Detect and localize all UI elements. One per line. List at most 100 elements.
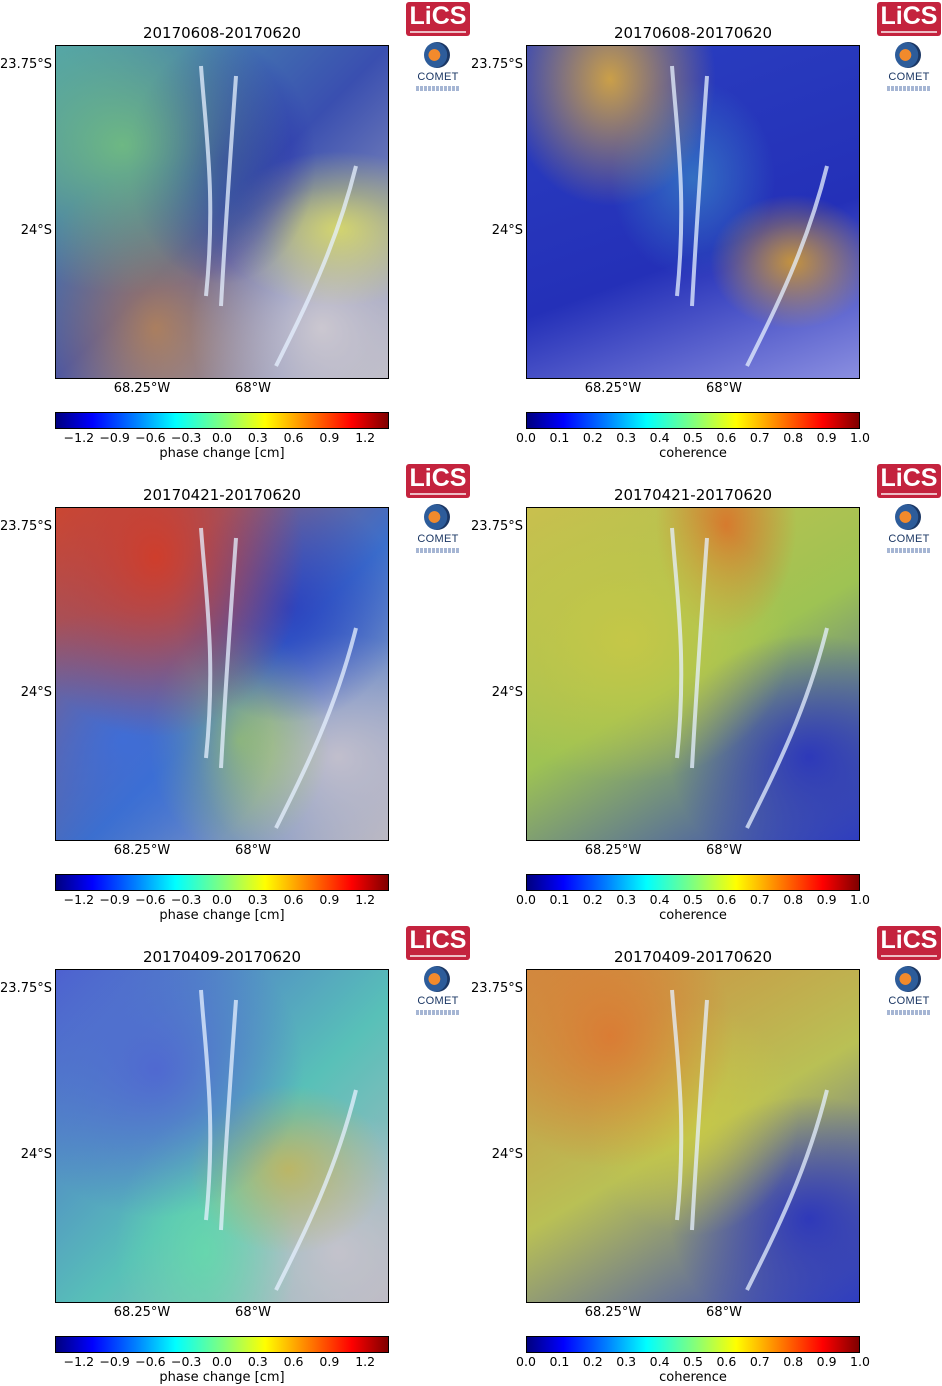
- lon-tick-label: 68.25°W: [113, 843, 171, 858]
- ridge-line: [690, 75, 709, 307]
- colorbar-tick-label: 0.7: [749, 892, 770, 907]
- comet-logo-subline: [887, 548, 931, 553]
- panel-title: 20170421-20170620: [613, 486, 773, 504]
- colorbar-tick-label: 0.0: [516, 430, 536, 445]
- phase-colorbar: [55, 1336, 389, 1353]
- colorbar-tick-label: 0.5: [683, 892, 703, 907]
- lon-tick-label: 68°W: [706, 1305, 742, 1320]
- lat-tick-label: 24°S: [20, 1147, 52, 1162]
- lon-tick-label: 68.25°W: [584, 1305, 642, 1320]
- colorbar-tick-label: 0.6: [716, 430, 737, 445]
- colorbar-label: phase change [cm]: [159, 446, 285, 461]
- lon-tick-label: 68.25°W: [584, 381, 642, 396]
- colorbar-tick-label: 0.3: [247, 430, 268, 445]
- comet-logo-subline: [416, 1010, 460, 1015]
- colorbar-tick-label: 0.9: [319, 1354, 340, 1369]
- colorbar-label: coherence: [659, 1370, 727, 1385]
- colorbar-tick-label: 1.0: [850, 430, 870, 445]
- comet-logo: COMET: [881, 966, 937, 1018]
- lat-tick-label: 23.75°S: [0, 519, 52, 534]
- colorbar-tick-label: 0.5: [683, 1354, 703, 1369]
- map-image: [56, 46, 388, 378]
- comet-logo-text: COMET: [888, 995, 930, 1007]
- comet-logo-subline: [887, 86, 931, 91]
- comet-logo-subline: [416, 548, 460, 553]
- ridge-line: [745, 627, 829, 829]
- comet-emblem-icon: [424, 42, 450, 68]
- colorbar-tick-label: 0.3: [616, 892, 637, 907]
- lics-logo-text: LiCS: [880, 464, 938, 492]
- phase-map: [55, 969, 389, 1303]
- comet-logo-text: COMET: [888, 533, 930, 545]
- colorbar-ticks: 0.0 0.1 0.2 0.3 0.4 0.5 0.6 0.7 0.8 0.9 1.0: [516, 430, 870, 446]
- ridge-line: [670, 527, 684, 759]
- colorbar-label: coherence: [659, 908, 727, 923]
- colorbar-tick-label: 0.9: [816, 1354, 837, 1369]
- colorbar-tick-label: 0.8: [783, 430, 804, 445]
- coherence-colorbar: [526, 1336, 860, 1353]
- phase-colorbar: [55, 412, 389, 429]
- phase-map: [55, 45, 389, 379]
- colorbar-tick-label: 0.6: [283, 1354, 304, 1369]
- comet-logo: COMET: [881, 42, 937, 94]
- coherence-map: [526, 45, 860, 379]
- colorbar-ticks: 0.0 0.1 0.2 0.3 0.4 0.5 0.6 0.7 0.8 0.9 1.0: [516, 892, 870, 908]
- lat-tick-label: 23.75°S: [0, 57, 52, 72]
- lics-logo-subline: [410, 31, 466, 33]
- colorbar-tick-label: 0.3: [247, 892, 268, 907]
- colorbar-tick-label: 1.0: [850, 1354, 870, 1369]
- colorbar-tick-label: −0.9: [99, 1354, 130, 1369]
- ridge-line: [199, 527, 213, 759]
- ridge-line: [690, 537, 709, 769]
- lon-tick-label: 68°W: [235, 843, 271, 858]
- colorbar-tick-label: 0.8: [783, 1354, 804, 1369]
- coherence-colorbar: [526, 412, 860, 429]
- colorbar-tick-label: −1.2: [63, 430, 95, 445]
- map-image: [56, 508, 388, 840]
- colorbar-ticks: 0.0 0.1 0.2 0.3 0.4 0.5 0.6 0.7 0.8 0.9 1.0: [516, 1354, 870, 1370]
- colorbar-tick-label: 0.3: [247, 1354, 268, 1369]
- lics-logo-subline: [881, 493, 937, 495]
- comet-logo: COMET: [410, 504, 466, 556]
- lics-logo: LiCS: [406, 2, 470, 36]
- colorbar-tick-label: 0.3: [616, 1354, 637, 1369]
- lat-tick-label: 23.75°S: [471, 57, 523, 72]
- lon-tick-label: 68°W: [235, 381, 271, 396]
- lon-tick-label: 68°W: [235, 1305, 271, 1320]
- colorbar-tick-label: 0.6: [716, 892, 737, 907]
- lat-tick-label: 23.75°S: [471, 981, 523, 996]
- colorbar-tick-label: 0.6: [283, 892, 304, 907]
- colorbar-tick-label: −0.3: [171, 1354, 202, 1369]
- coherence-panel-3: 20170409-20170620 23.75°S 24°S 68.25°W 68°W 0…: [471, 924, 942, 1386]
- lics-logo-subline: [410, 493, 466, 495]
- lics-logo: LiCS: [877, 2, 941, 36]
- colorbar-tick-label: −1.2: [63, 892, 95, 907]
- comet-logo: COMET: [410, 42, 466, 94]
- colorbar-ticks: −1.2 −0.9 −0.6 −0.3 0.0 0.3 0.6 0.9 1.2: [55, 892, 389, 908]
- phase-panel-3: 20170409-20170620 23.75°S 24°S 68.25°W 68°W −…: [0, 924, 471, 1386]
- phase-map: [55, 507, 389, 841]
- colorbar-tick-label: 0.0: [516, 1354, 536, 1369]
- lon-tick-label: 68.25°W: [113, 1305, 171, 1320]
- colorbar-tick-label: 0.4: [649, 430, 670, 445]
- comet-logo-text: COMET: [417, 533, 459, 545]
- colorbar-tick-label: 0.3: [616, 430, 637, 445]
- lon-tick-label: 68°W: [706, 843, 742, 858]
- lat-tick-label: 24°S: [20, 685, 52, 700]
- comet-logo-text: COMET: [888, 71, 930, 83]
- colorbar-tick-label: 0.9: [319, 892, 340, 907]
- coherence-map: [526, 969, 860, 1303]
- ridge-line: [219, 999, 238, 1231]
- lat-tick-label: 24°S: [491, 1147, 523, 1162]
- ridge-line: [274, 627, 358, 829]
- colorbar-tick-label: −0.9: [99, 892, 130, 907]
- ridge-line: [670, 65, 684, 297]
- map-image: [527, 508, 859, 840]
- coherence-panel-2: 20170421-20170620 23.75°S 24°S 68.25°W 68°W 0…: [471, 462, 942, 924]
- lics-logo-text: LiCS: [880, 2, 938, 30]
- colorbar-tick-label: 1.0: [850, 892, 870, 907]
- comet-logo-subline: [416, 86, 460, 91]
- ridge-line: [199, 65, 213, 297]
- lics-logo-text: LiCS: [409, 464, 467, 492]
- comet-emblem-icon: [895, 504, 921, 530]
